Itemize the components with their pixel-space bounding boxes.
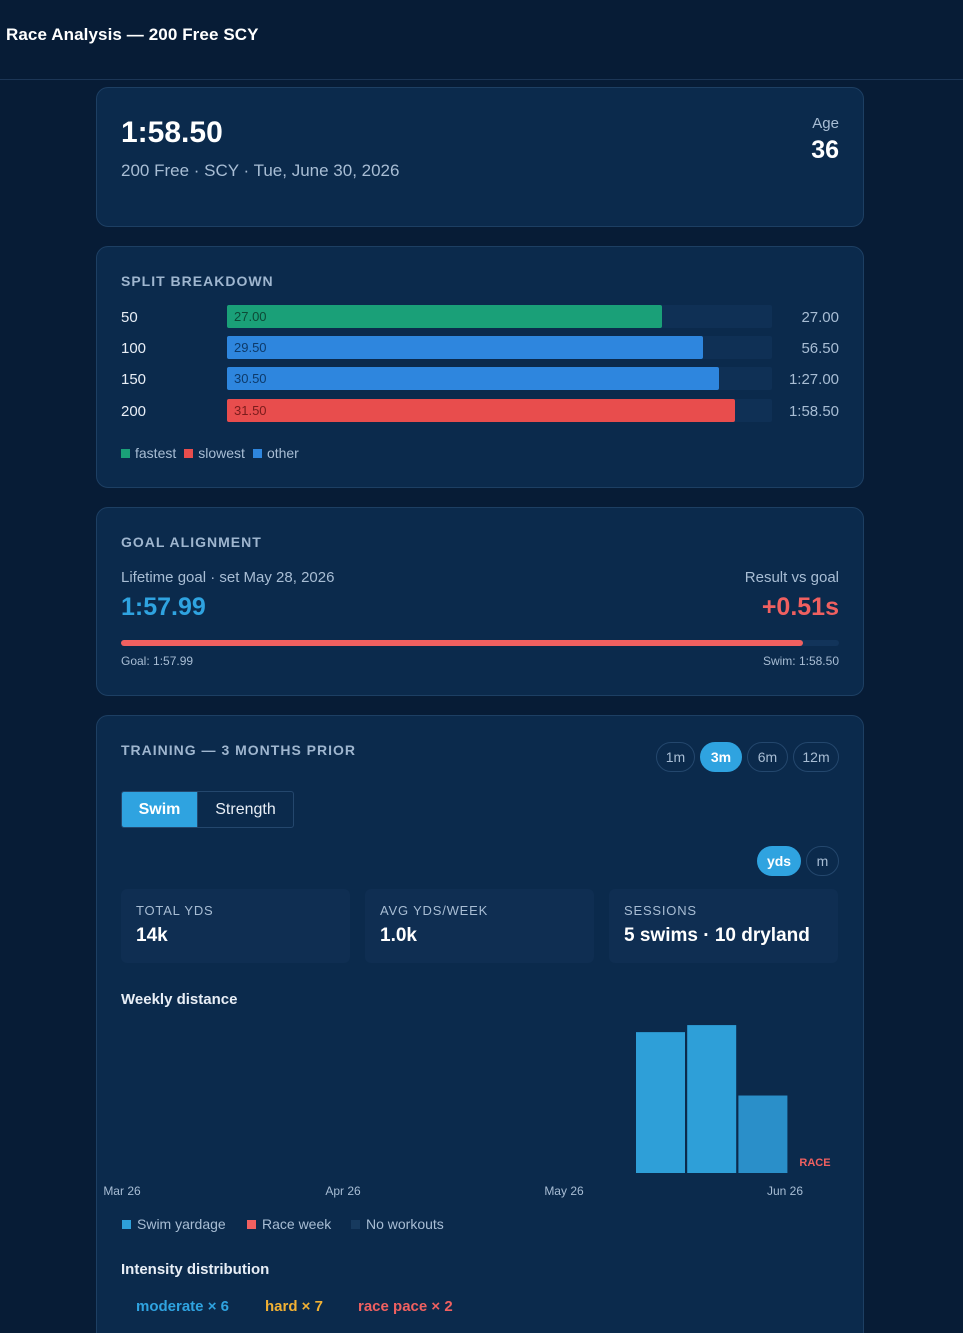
goal-progress-track	[121, 640, 839, 646]
stat-label: SESSIONS	[624, 903, 697, 918]
split-breakdown-title: SPLIT BREAKDOWN	[121, 273, 274, 289]
chart-legend-swatch	[247, 1220, 256, 1229]
range-6m-button[interactable]: 6m	[747, 742, 788, 772]
chart-legend-item: Race week	[247, 1216, 332, 1232]
goal-caption: Goal: 1:57.99	[121, 654, 194, 668]
goal-progress-fill	[121, 640, 804, 646]
weekly-distance-chart: RACE Mar 26 Apr 26 May 26 Jun 26 Swim yardage…	[103, 1025, 831, 1232]
swim-caption: Swim: 1:58.50	[762, 654, 839, 668]
page-title: Race Analysis — 200 Free SCY	[6, 25, 259, 44]
legend-swatch	[252, 448, 262, 458]
range-3m-button[interactable]: 3m	[700, 742, 742, 772]
unit-yds-button[interactable]: yds	[757, 846, 801, 876]
weekly-bar	[738, 1095, 788, 1173]
chart-legend-item: No workouts	[351, 1216, 444, 1232]
split-cumulative: 56.50	[801, 340, 839, 357]
split-bar: 27.00	[227, 305, 663, 328]
chart-legend-swatch	[351, 1220, 360, 1229]
legend-label: other	[266, 445, 299, 461]
split-track: 27.00	[227, 305, 772, 328]
split-cumulative: 1:27.00	[788, 371, 839, 388]
intensity-title: Intensity distribution	[121, 1261, 270, 1278]
race-week-marker: RACE	[799, 1157, 830, 1169]
training-card: TRAINING — 3 MONTHS PRIOR 1m 3m 6m 12m S…	[96, 715, 864, 1333]
stat-value: 1.0k	[380, 925, 417, 946]
weekly-bar	[687, 1025, 737, 1173]
weekly-bar	[636, 1032, 685, 1173]
split-bar-label: 27.00	[234, 309, 267, 324]
split-bar: 30.50	[227, 367, 719, 390]
stat-avg-yds-week: AVG YDS/WEEK 1.0k	[365, 889, 594, 963]
race-time: 1:58.50	[121, 116, 223, 149]
goal-alignment-card: GOAL ALIGNMENT Lifetime goal · set May 2…	[96, 507, 864, 696]
split-row: 100 29.50 56.50	[121, 336, 839, 360]
tab-strength[interactable]: Strength	[197, 792, 293, 827]
stat-total-yds: TOTAL YDS 14k	[121, 889, 350, 963]
split-bar-label: 30.50	[234, 371, 267, 386]
result-vs-goal-value: +0.51s	[761, 593, 839, 621]
stat-label: TOTAL YDS	[136, 903, 214, 918]
split-breakdown-card: SPLIT BREAKDOWN 50 27.00 27.00 100 29.50 56.5…	[96, 246, 864, 488]
split-track: 31.50	[227, 399, 772, 422]
split-cumulative: 1:58.50	[788, 403, 839, 420]
split-row: 200 31.50 1:58.50	[121, 399, 839, 423]
split-bar: 31.50	[227, 399, 735, 422]
split-bar-label: 31.50	[234, 403, 267, 418]
split-track: 29.50	[227, 336, 772, 359]
age-label: Age	[812, 115, 839, 132]
weekly-distance-title: Weekly distance	[121, 991, 238, 1008]
split-row: 50 27.00 27.00	[121, 305, 839, 329]
legend-swatch	[184, 448, 194, 458]
legend-label: slowest	[198, 445, 245, 461]
split-row: 150 30.50 1:27.00	[121, 367, 839, 391]
split-distance: 100	[121, 340, 147, 357]
split-cumulative: 27.00	[801, 309, 839, 326]
chart-legend-swatch	[122, 1220, 131, 1229]
intensity-moderate: moderate × 6	[136, 1298, 229, 1315]
stat-label: AVG YDS/WEEK	[380, 903, 489, 918]
legend-item-fastest: fastest	[121, 445, 176, 461]
stat-value: 14k	[136, 925, 168, 946]
split-bar-label: 29.50	[234, 340, 267, 355]
split-bar: 29.50	[227, 336, 703, 359]
split-legend: fastest slowest other	[121, 445, 299, 461]
split-distance: 50	[121, 309, 138, 326]
x-tick-label: Jun 26	[767, 1184, 803, 1198]
intensity-hard: hard × 7	[265, 1298, 323, 1315]
training-title: TRAINING — 3 MONTHS PRIOR	[121, 742, 357, 758]
x-tick-label: Apr 26	[325, 1184, 361, 1198]
stat-sessions: SESSIONS 5 swims · 10 dryland	[609, 889, 838, 963]
x-tick-label: Mar 26	[103, 1184, 141, 1198]
intensity-race-pace: race pace × 2	[358, 1298, 453, 1315]
training-type-toggle: Swim Strength	[121, 791, 294, 828]
x-tick-label: May 26	[544, 1184, 584, 1198]
race-meta: 200 Free · SCY · Tue, June 30, 2026	[121, 161, 400, 180]
legend-item-other: other	[252, 445, 299, 461]
legend-swatch	[121, 448, 130, 458]
unit-m-button[interactable]: m	[806, 846, 839, 876]
age-value: 36	[811, 136, 839, 164]
stat-value: 5 swims · 10 dryland	[624, 925, 810, 946]
split-distance: 150	[121, 371, 147, 388]
tab-swim[interactable]: Swim	[122, 792, 197, 827]
goal-alignment-title: GOAL ALIGNMENT	[121, 534, 262, 550]
chart-legend-item: Swim yardage	[122, 1216, 226, 1232]
chart-legend-label: Race week	[262, 1216, 332, 1232]
range-1m-button[interactable]: 1m	[656, 742, 695, 772]
range-12m-button[interactable]: 12m	[793, 742, 839, 772]
split-track: 30.50	[227, 367, 772, 390]
goal-subtitle: Lifetime goal · set May 28, 2026	[121, 569, 335, 586]
legend-label: fastest	[135, 445, 177, 461]
chart-legend-label: No workouts	[366, 1216, 444, 1232]
race-result-card: 1:58.50 200 Free · SCY · Tue, June 30, 2…	[96, 87, 864, 227]
goal-time: 1:57.99	[121, 593, 206, 621]
result-vs-goal-label: Result vs goal	[744, 569, 839, 586]
top-bar: Race Analysis — 200 Free SCY	[0, 0, 963, 80]
split-distance: 200	[121, 403, 147, 420]
legend-item-slowest: slowest	[184, 445, 245, 461]
chart-legend-label: Swim yardage	[137, 1216, 226, 1232]
